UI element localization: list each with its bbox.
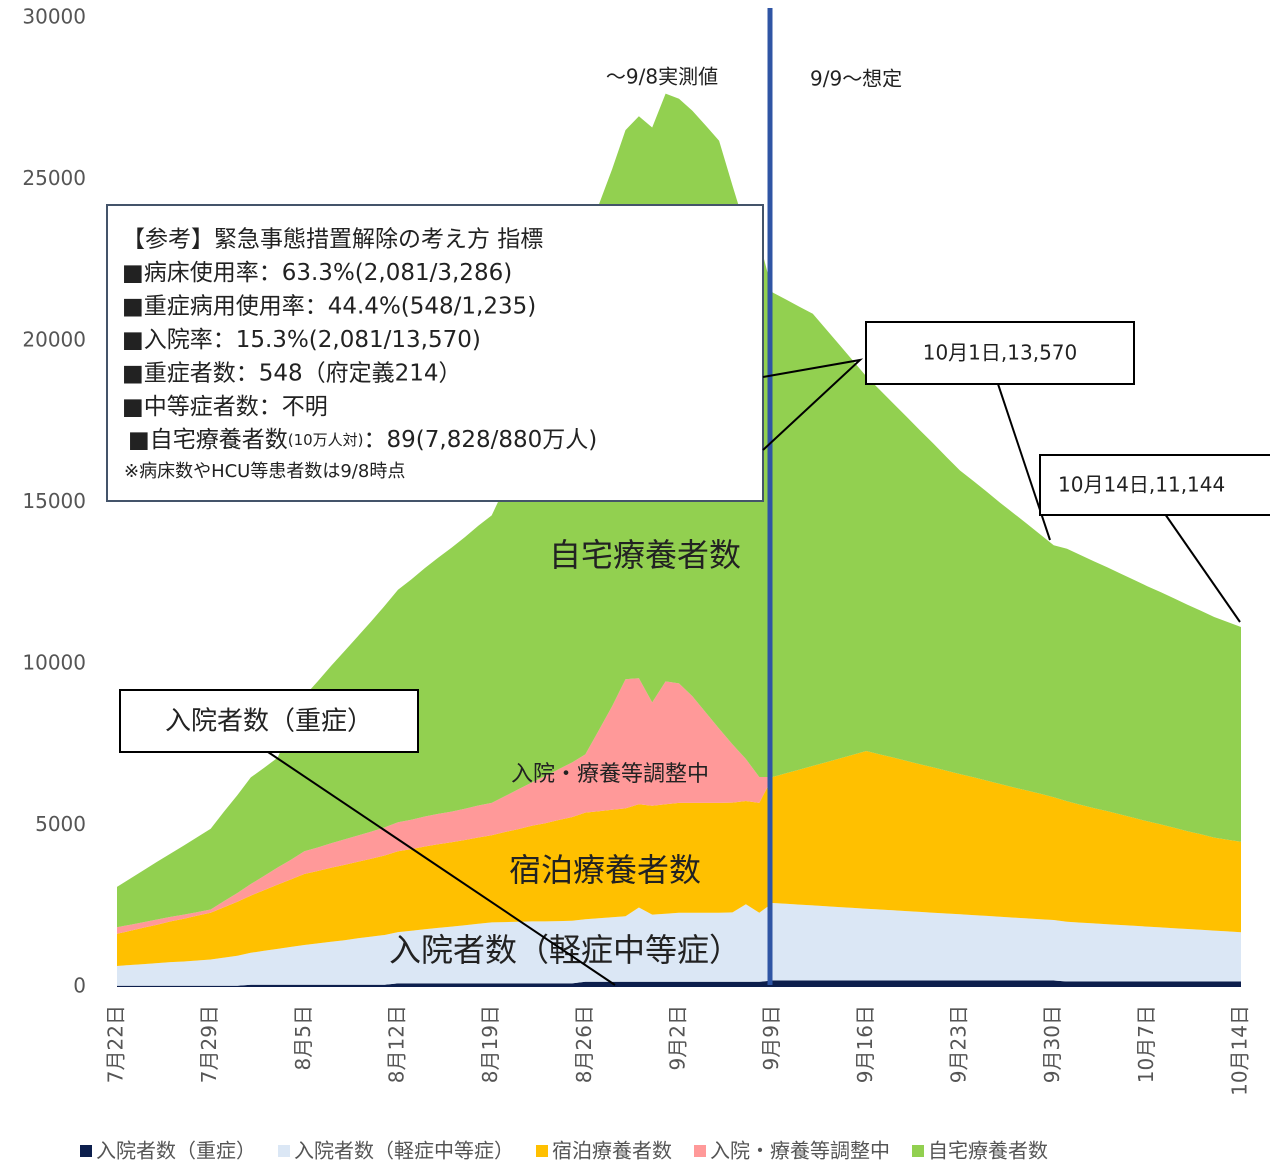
x-tick-label: 10月14日 (1228, 1005, 1252, 1096)
leader-line (267, 751, 616, 986)
leader-line (1164, 513, 1241, 623)
callout: 10月14日,11,144 (1058, 473, 1225, 497)
x-tick-label: 7月22日 (104, 1005, 128, 1083)
info-box (106, 204, 764, 502)
y-tick-label: 0 (73, 974, 86, 998)
area (117, 678, 1241, 934)
info-lines: 【参考】緊急事態措置解除の考え方 指標 ■病床使用率：63.3%(2,081/3,… (122, 227, 597, 453)
area (117, 980, 1241, 987)
legend-swatch (536, 1145, 548, 1157)
info-text: ：89(7,828/880万人) (364, 427, 598, 453)
info-text: (10万人対) (288, 431, 364, 449)
x-tick-label: 8月5日 (291, 1005, 315, 1070)
x-tick-label: 9月30日 (1040, 1005, 1064, 1083)
legend-label: 宿泊療養者数 (552, 1139, 672, 1163)
callout-box (119, 689, 419, 753)
info-line: ■重症病用使用率：44.4%(548/1,235) (122, 294, 536, 320)
period-label: 〜9/8実測値 (606, 65, 718, 89)
x-tick-label: 8月12日 (385, 1005, 409, 1083)
legend-label: 入院者数（軽症中等症） (294, 1139, 514, 1163)
area-label: 入院者数（軽症中等症） (389, 931, 741, 969)
legend-label: 自宅療養者数 (928, 1139, 1048, 1163)
y-tick-label: 30000 (22, 5, 86, 29)
x-tick-label: 9月16日 (853, 1005, 877, 1083)
info-text: ■自宅療養者数 (128, 427, 288, 453)
x-tick-label: 9月2日 (666, 1005, 690, 1070)
info-note: ※病床数やHCU等患者数は9/8時点 (124, 461, 405, 482)
x-tick-label: 9月9日 (759, 1005, 783, 1070)
area-label: 宿泊療養者数 (509, 851, 701, 889)
legend-label: 入院者数（重症） (96, 1139, 256, 1163)
x-tick-label: 9月23日 (947, 1005, 971, 1083)
y-tick-label: 25000 (22, 166, 86, 190)
legend-swatch (694, 1145, 706, 1157)
callout-box (1039, 454, 1270, 516)
y-tick-label: 20000 (22, 328, 86, 352)
info-line: ■重症者数：548（府定義214） (122, 361, 462, 387)
leader-line (762, 358, 864, 451)
x-tick-label: 10月7日 (1134, 1005, 1158, 1083)
y-tick-label: 5000 (35, 812, 86, 836)
x-tick-label: 8月26日 (572, 1005, 596, 1083)
x-tick-label: 8月19日 (478, 1005, 502, 1083)
y-tick-label: 15000 (22, 489, 86, 513)
area (117, 903, 1241, 986)
legend-swatch (278, 1145, 290, 1157)
legend-label: 入院・療養等調整中 (710, 1139, 890, 1163)
period-label: 9/9〜想定 (810, 67, 902, 91)
info-line: ■自宅療養者数(10万人対)：89(7,828/880万人) (128, 427, 597, 453)
y-tick-label: 10000 (22, 651, 86, 675)
info-line: ■入院率：15.3%(2,081/13,570) (122, 327, 481, 353)
info-line: 【参考】緊急事態措置解除の考え方 指標 (122, 227, 543, 253)
area (117, 751, 1241, 966)
legend-swatch (80, 1145, 92, 1157)
info-line: ■病床使用率：63.3%(2,081/3,286) (122, 260, 512, 286)
info-line: ■中等症者数：不明 (122, 394, 328, 420)
area-label: 入院・療養等調整中 (511, 762, 709, 787)
callout: 10月1日,13,570 (923, 341, 1078, 365)
x-tick-label: 7月29日 (197, 1005, 221, 1083)
area-label: 自宅療養者数 (549, 536, 741, 574)
callout-box (865, 321, 1135, 385)
legend-swatch (912, 1145, 924, 1157)
callout: 入院者数（重症） (165, 707, 373, 737)
